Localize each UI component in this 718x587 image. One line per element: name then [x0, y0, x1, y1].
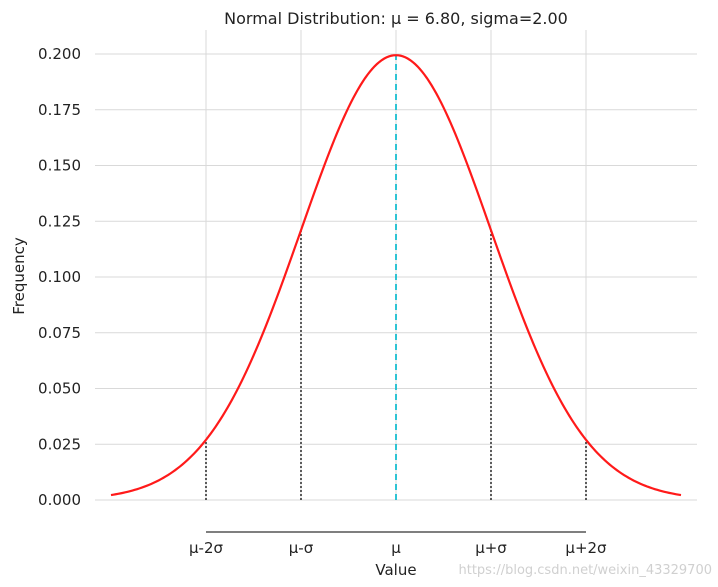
- y-axis-label: Frequency: [10, 237, 28, 315]
- reference-lines: [205, 55, 587, 500]
- x-tick-label: μ: [391, 539, 401, 557]
- y-tick-label: 0.000: [38, 491, 81, 509]
- x-tick-label: μ-σ: [289, 539, 314, 557]
- y-tick-label: 0.175: [38, 101, 81, 119]
- y-tick-label: 0.025: [38, 435, 81, 453]
- normal-curve: [110, 54, 682, 497]
- x-axis-label: Value: [375, 561, 416, 579]
- x-tick-label: μ-2σ: [189, 539, 223, 557]
- y-tick-label: 0.200: [38, 45, 81, 63]
- x-ticks: μ-2σ μ-σ μ μ+σ μ+2σ: [189, 539, 607, 557]
- x-tick-label: μ+σ: [475, 539, 507, 557]
- y-tick-label: 0.075: [38, 324, 81, 342]
- y-tick-label: 0.050: [38, 380, 81, 398]
- x-tick-label: μ+2σ: [565, 539, 607, 557]
- chart-title: Normal Distribution: μ = 6.80, sigma=2.0…: [224, 9, 568, 28]
- y-tick-label: 0.125: [38, 212, 81, 230]
- y-tick-label: 0.150: [38, 157, 81, 175]
- y-tick-label: 0.100: [38, 268, 81, 286]
- watermark: https://blog.csdn.net/weixin_43329700: [458, 563, 712, 578]
- y-ticks: 0.000 0.025 0.050 0.075 0.100 0.125 0.150 0.175…: [38, 45, 81, 509]
